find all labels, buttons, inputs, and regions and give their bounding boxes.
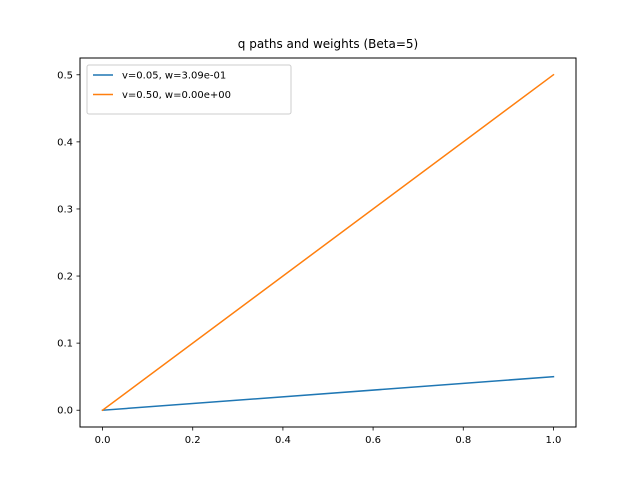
plot-frame (79, 57, 577, 428)
x-tick-label: 0.8 (455, 435, 471, 446)
legend-box (86, 64, 292, 115)
y-tick-label: 0.0 (57, 406, 73, 417)
series-line-2 (101, 73, 555, 412)
series-line-1 (101, 375, 555, 412)
y-tick-label: 0.4 (57, 137, 73, 148)
x-tick-label: 0.0 (95, 435, 111, 446)
y-tick-label: 0.5 (57, 70, 73, 81)
y-tick-label: 0.3 (57, 204, 73, 215)
y-tick-label: 0.1 (57, 339, 73, 350)
x-tick-label: 0.4 (275, 435, 291, 446)
legend-label-2: v=0.50, w=0.00e+00 (122, 90, 231, 101)
y-axis: 0.0 0.1 0.2 0.3 0.4 0.5 (57, 70, 80, 417)
x-tick-label: 1.0 (546, 435, 562, 446)
x-tick-label: 0.6 (365, 435, 381, 446)
chart-title: q paths and weights (Beta=5) (238, 37, 418, 51)
x-axis: 0.0 0.2 0.4 0.6 0.8 1.0 (95, 427, 562, 446)
series-layer (101, 73, 555, 412)
x-tick-label: 0.2 (185, 435, 201, 446)
y-tick-label: 0.2 (57, 272, 73, 283)
legend-label-1: v=0.05, w=3.09e-01 (122, 71, 226, 82)
legend: v=0.05, w=3.09e-01 v=0.50, w=0.00e+00 (86, 64, 292, 115)
